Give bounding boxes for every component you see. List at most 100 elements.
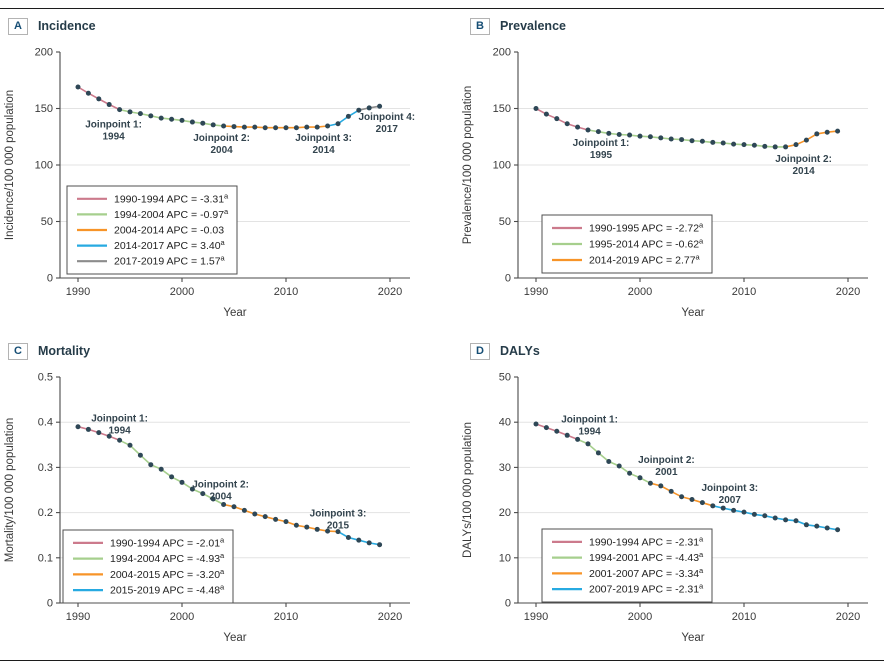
svg-text:1990: 1990 — [66, 286, 90, 298]
data-points — [75, 84, 383, 131]
svg-text:2015-2019 APC = -4.48a: 2015-2019 APC = -4.48a — [110, 583, 225, 597]
svg-text:1990-1994 APC = -2.31a: 1990-1994 APC = -2.31a — [589, 534, 704, 548]
svg-text:Joinpoint 1:: Joinpoint 1: — [85, 120, 142, 131]
svg-text:0.4: 0.4 — [38, 417, 53, 429]
svg-text:2001-2007 APC = -3.34a: 2001-2007 APC = -3.34a — [589, 566, 704, 580]
svg-text:1990: 1990 — [524, 611, 548, 623]
axes — [514, 51, 868, 282]
panel-dalys: D DALYs 0 10 20 30 40 50 1990 2000 2010 2020 Year D… — [442, 335, 884, 660]
legend: 1990-1994 APC = -3.31a 1994-2004 APC = -0… — [66, 185, 238, 275]
chart-root: 0 0.1 0.2 0.3 0.4 0.5 1990 2000 2010 2020 Year Mort… — [4, 372, 410, 644]
legend: 1990-1994 APC = -2.01a 1994-2004 APC = -4… — [62, 529, 234, 604]
svg-text:1994: 1994 — [108, 425, 131, 436]
svg-text:2000: 2000 — [170, 611, 194, 623]
svg-text:50: 50 — [41, 216, 53, 228]
mortality-chart: 0 0.1 0.2 0.3 0.4 0.5 1990 2000 2010 2020 Year Mort… — [4, 372, 410, 644]
svg-text:100: 100 — [35, 160, 53, 172]
svg-text:0.3: 0.3 — [38, 462, 53, 474]
panel-header: D DALYs — [470, 342, 884, 360]
svg-text:Joinpoint 2:: Joinpoint 2: — [775, 154, 832, 165]
top-rule — [0, 8, 884, 9]
svg-text:1994-2004 APC = -0.97a: 1994-2004 APC = -0.97a — [114, 207, 229, 221]
panel-letter-badge: B — [470, 17, 490, 35]
panel-mortality: C Mortality 0 0.1 0.2 0.3 0.4 0.5 1990 2000 2010… — [0, 335, 442, 660]
svg-text:2000: 2000 — [628, 286, 652, 298]
svg-text:Joinpoint 4:: Joinpoint 4: — [358, 112, 415, 123]
panel-title: Mortality — [37, 344, 91, 358]
svg-text:1994: 1994 — [578, 426, 601, 437]
svg-text:2000: 2000 — [628, 611, 652, 623]
svg-text:Joinpoint 1:: Joinpoint 1: — [573, 138, 630, 149]
x-axis-title: Year — [223, 307, 246, 319]
svg-text:2020: 2020 — [378, 611, 402, 623]
svg-text:1995: 1995 — [590, 150, 613, 161]
panel-incidence: A Incidence 0 50 100 150 200 1990 2000 2010 2020… — [0, 10, 442, 335]
svg-text:2004-2014 APC = -0.03: 2004-2014 APC = -0.03 — [114, 225, 224, 237]
svg-text:2004-2015 APC = -3.20a: 2004-2015 APC = -3.20a — [110, 567, 225, 581]
svg-text:2014: 2014 — [792, 166, 815, 177]
joinpoint-annotations: Joinpoint 1:1994 Joinpoint 2:2004 Joinpoin… — [85, 112, 415, 156]
svg-text:Joinpoint 1:: Joinpoint 1: — [561, 414, 618, 425]
panel-title: Prevalence — [499, 19, 566, 33]
data-points — [533, 421, 841, 533]
svg-text:2020: 2020 — [378, 286, 402, 298]
x-axis-title: Year — [223, 632, 246, 644]
svg-text:200: 200 — [493, 47, 511, 59]
svg-text:Joinpoint 1:: Joinpoint 1: — [91, 413, 148, 424]
x-axis-title: Year — [681, 632, 704, 644]
tick-labels: 0 10 20 30 40 50 1990 2000 2010 2020 — [499, 372, 860, 624]
tick-labels: 0 0.1 0.2 0.3 0.4 0.5 1990 2000 2010 2020 — [38, 372, 403, 624]
data-points — [75, 424, 383, 548]
panel-title: Incidence — [37, 19, 96, 33]
joinpoint-annotations: Joinpoint 1:1995 Joinpoint 2:2014 — [573, 138, 832, 177]
svg-text:2017-2019 APC = 1.57a: 2017-2019 APC = 1.57a — [114, 254, 226, 268]
dalys-chart: 0 10 20 30 40 50 1990 2000 2010 2020 Year DALYs/100… — [462, 372, 868, 644]
svg-text:0: 0 — [47, 598, 53, 610]
panel-header: A Incidence — [8, 17, 442, 35]
svg-text:50: 50 — [499, 216, 511, 228]
svg-text:150: 150 — [493, 103, 511, 115]
svg-text:1990: 1990 — [524, 286, 548, 298]
y-axis-title: Mortality/100 000 population — [4, 418, 16, 563]
svg-text:2010: 2010 — [274, 286, 298, 298]
prevalence-chart: 0 50 100 150 200 1990 2000 2010 2020 Year Prevalen… — [462, 47, 868, 319]
axes — [514, 376, 868, 607]
data-points — [533, 106, 841, 150]
svg-text:0: 0 — [47, 273, 53, 285]
svg-text:2010: 2010 — [274, 611, 298, 623]
panel-prevalence: B Prevalence 0 50 100 150 200 1990 2000 2010 202… — [442, 10, 884, 335]
y-axis-title: Prevalence/100 000 population — [462, 86, 474, 245]
joinpoint-annotations: Joinpoint 1:1994 Joinpoint 2:2001 Joinpoin… — [561, 414, 758, 505]
chart-root: 0 50 100 150 200 1990 2000 2010 2020 Year Prevalen… — [462, 47, 868, 319]
svg-text:2015: 2015 — [327, 521, 350, 532]
panel-letter-badge: C — [8, 342, 28, 360]
svg-text:1994-2004 APC = -4.93a: 1994-2004 APC = -4.93a — [110, 551, 225, 565]
panel-header: C Mortality — [8, 342, 442, 360]
svg-text:0: 0 — [505, 598, 511, 610]
panel-header: B Prevalence — [470, 17, 884, 35]
svg-text:1990-1994 APC = -3.31a: 1990-1994 APC = -3.31a — [114, 191, 229, 205]
panel-letter-badge: A — [8, 17, 28, 35]
legend: 1990-1995 APC = -2.72a 1995-2014 APC = -0… — [541, 214, 713, 274]
svg-text:Joinpoint 2:: Joinpoint 2: — [192, 479, 249, 490]
incidence-chart: 0 50 100 150 200 1990 2000 2010 2020 Year Incidenc… — [4, 47, 415, 320]
svg-text:2014-2019 APC = 2.77a: 2014-2019 APC = 2.77a — [589, 253, 701, 267]
svg-text:200: 200 — [35, 47, 53, 59]
svg-text:10: 10 — [499, 552, 511, 564]
svg-text:Joinpoint 3:: Joinpoint 3: — [295, 133, 352, 144]
y-axis-title: Incidence/100 000 population — [4, 90, 16, 240]
svg-text:2017: 2017 — [376, 124, 399, 135]
panel-title: DALYs — [499, 344, 540, 358]
svg-text:0.2: 0.2 — [38, 507, 53, 519]
svg-text:150: 150 — [35, 103, 53, 115]
svg-text:2007-2019 APC = -2.31a: 2007-2019 APC = -2.31a — [589, 582, 704, 596]
svg-text:1995-2014 APC = -0.62a: 1995-2014 APC = -0.62a — [589, 237, 704, 251]
svg-text:Joinpoint 3:: Joinpoint 3: — [310, 509, 367, 520]
svg-text:30: 30 — [499, 462, 511, 474]
svg-text:1990-1995 APC = -2.72a: 1990-1995 APC = -2.72a — [589, 221, 704, 235]
svg-text:2001: 2001 — [655, 467, 678, 478]
svg-text:Joinpoint 2:: Joinpoint 2: — [638, 455, 695, 466]
svg-text:2010: 2010 — [732, 286, 756, 298]
svg-text:Joinpoint 2:: Joinpoint 2: — [193, 133, 250, 144]
svg-text:1990-1994 APC = -2.01a: 1990-1994 APC = -2.01a — [110, 535, 225, 549]
